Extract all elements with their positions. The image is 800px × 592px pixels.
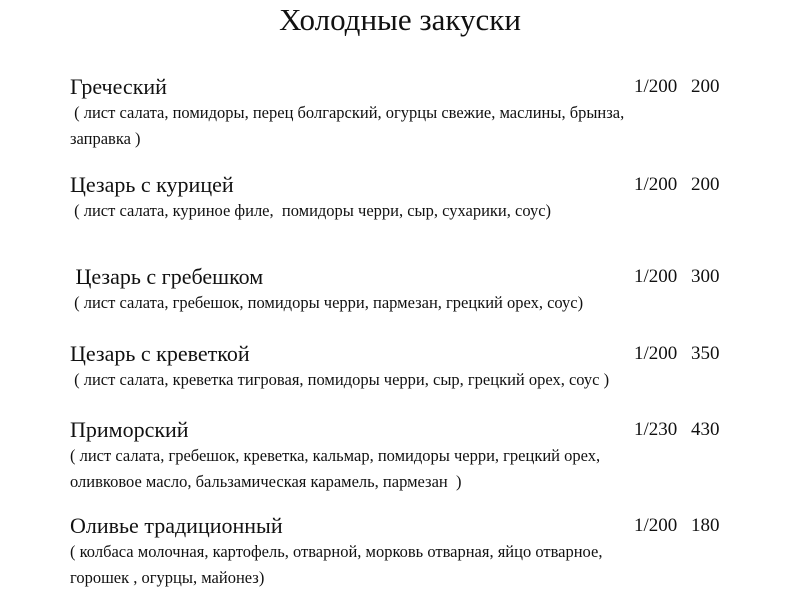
menu-item: Приморский 1/230 430 ( лист салата, гребешо… — [70, 417, 730, 495]
menu-item: Цезарь с креветкой 1/200 350 ( лист салата… — [70, 341, 730, 393]
dish-portion: 1/230 — [634, 419, 678, 440]
dish-price: 200 — [691, 174, 720, 195]
dish-name: Оливье традиционный — [70, 513, 283, 538]
menu-item-header: Цезарь с гребешком 1/200 300 — [70, 264, 730, 290]
dish-price: 180 — [691, 515, 720, 536]
dish-description: ( лист салата, куриное филе, помидоры че… — [70, 201, 552, 220]
dish-name: Греческий — [70, 74, 167, 99]
menu-item: Цезарь с курицей 1/200 200 ( лист салата, … — [70, 172, 730, 224]
dish-portion: 1/200 — [634, 343, 678, 364]
dish-name: Цезарь с курицей — [70, 172, 234, 197]
dish-description: ( лист салата, помидоры, перец болгарски… — [70, 103, 625, 122]
dish-portion: 1/200 — [634, 266, 678, 287]
dish-price: 350 — [691, 343, 720, 364]
dish-portion: 1/200 — [634, 174, 678, 195]
dish-description: заправка ) — [70, 129, 141, 148]
dish-description: ( лист салата, креветка тигровая, помидо… — [70, 370, 610, 389]
menu-item: Греческий 1/200 200 ( лист салата, помидор… — [70, 74, 730, 152]
menu-item-header: Цезарь с креветкой 1/200 350 — [70, 341, 730, 367]
dish-description: горошек , огурцы, майонез) — [70, 568, 265, 587]
menu-item-header: Цезарь с курицей 1/200 200 — [70, 172, 730, 198]
dish-portion: 1/200 — [634, 515, 678, 536]
dish-name: Приморский — [70, 417, 189, 442]
dish-description: ( лист салата, гребешок, помидоры черри,… — [70, 293, 584, 312]
menu-item-header: Приморский 1/230 430 — [70, 417, 730, 443]
page-title: Холодные закуски — [279, 2, 521, 37]
dish-name: Цезарь с гребешком — [70, 264, 264, 289]
menu-item: Оливье традиционный 1/200 180 ( колбаса мол… — [70, 513, 730, 591]
dish-portion: 1/200 — [634, 76, 678, 97]
dish-description: ( лист салата, гребешок, креветка, кальм… — [70, 446, 601, 465]
dish-description: ( колбаса молочная, картофель, отварной,… — [70, 542, 603, 561]
dish-description: оливковое масло, бальзамическая карамель… — [70, 472, 462, 491]
menu-item: Цезарь с гребешком 1/200 300 ( лист салата… — [70, 264, 730, 316]
menu-item-header: Оливье традиционный 1/200 180 — [70, 513, 730, 539]
dish-price: 430 — [691, 419, 720, 440]
menu-item-header: Греческий 1/200 200 — [70, 74, 730, 100]
dish-name: Цезарь с креветкой — [70, 341, 250, 366]
dish-price: 300 — [691, 266, 720, 287]
dish-price: 200 — [691, 76, 720, 97]
